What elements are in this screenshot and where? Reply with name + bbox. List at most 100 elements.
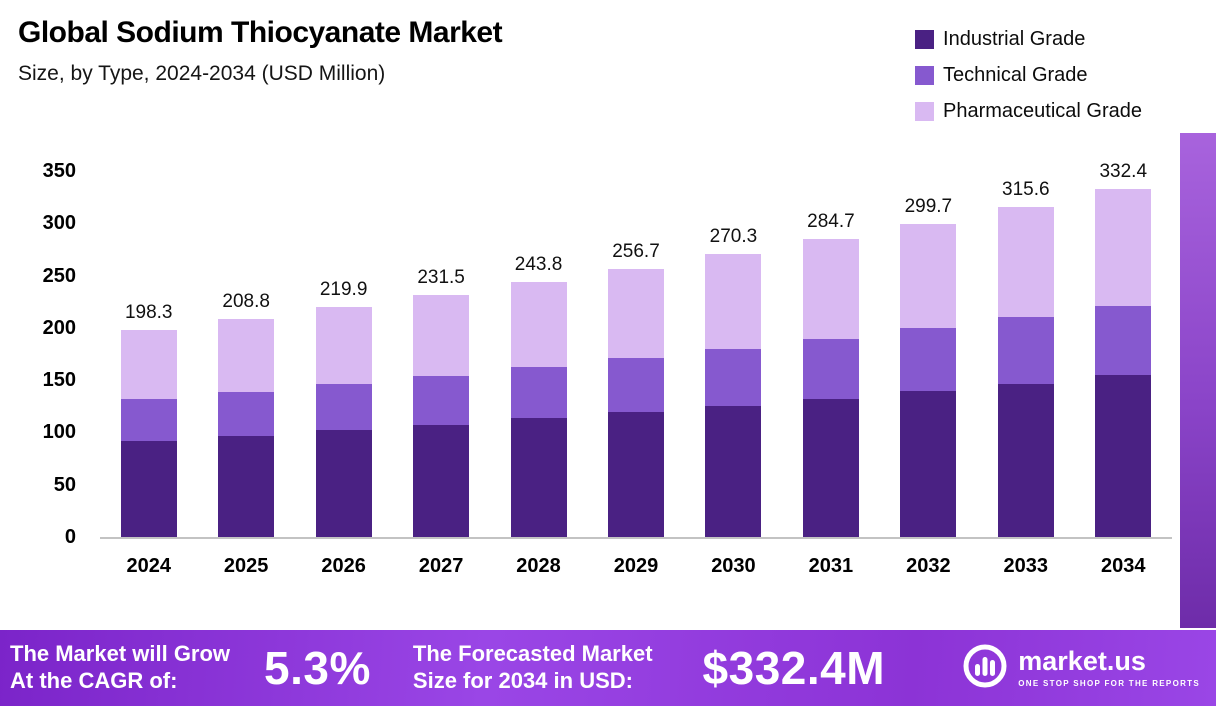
bar-total-label: 284.7 [807,211,855,233]
y-tick-label: 50 [53,473,76,496]
bar-column: 284.7 [782,171,879,537]
cagr-label: The Market will Grow At the CAGR of: [10,641,230,695]
forecast-label-line2: Size for 2034 in USD: [412,668,633,693]
y-tick-label: 250 [42,264,76,287]
bar-segment-technical-grade [607,358,664,413]
bar-segment-pharmaceutical-grade [120,329,177,400]
bar-total-label: 332.4 [1099,161,1148,183]
forecast-value: $332.4M [702,642,886,694]
bar-column: 299.7 [880,171,977,537]
x-axis-label: 2027 [418,555,464,577]
bar-segment-pharmaceutical-grade [218,318,275,392]
stacked-bar [1095,189,1152,537]
bar-total-label: 231.5 [417,267,465,288]
cagr-label-line1: The Market will Grow [10,641,231,667]
legend-label: Technical Grade [943,64,1088,86]
stacked-bar [997,207,1054,537]
stacked-bar [802,239,859,537]
legend: Industrial Grade Technical Grade Pharmaceu… [915,28,1142,123]
bar-segment-technical-grade [997,317,1054,384]
bar-total-label: 208.8 [222,290,270,312]
bar-column: 243.8 [490,171,587,537]
x-axis-label: 2034 [1101,555,1146,577]
legend-swatch-icon [915,30,935,49]
y-tick-label: 100 [42,421,76,444]
y-tick-label: 200 [42,316,76,339]
bar-segment-pharmaceutical-grade [997,207,1054,318]
stacked-bar [120,329,177,537]
y-axis: 0 50 100 150 200 250 300 350 [0,160,86,548]
stacked-bar [607,268,664,537]
x-axis-label: 2026 [321,555,366,577]
bar-total-label: 299.7 [904,195,953,217]
brand-tagline: ONE STOP SHOP FOR THE REPORTS [1018,679,1200,688]
bar-segment-pharmaceutical-grade [1095,189,1152,306]
x-axis-label: 2030 [711,555,756,577]
x-axis-label: 2032 [906,555,951,577]
bar-segment-industrial-grade [802,398,859,537]
bar-column: 219.9 [295,171,392,537]
stacked-bar [705,254,762,537]
bar-segment-pharmaceutical-grade [607,268,664,359]
bar-segment-industrial-grade [607,412,664,537]
bar-segment-industrial-grade [1095,375,1152,537]
bar-segment-pharmaceutical-grade [900,223,957,329]
x-axis: 2024 2025 2026 2027 2028 2029 2030 2031 2032 2033… [100,555,1172,578]
bar-segment-technical-grade [413,376,470,425]
bar-segment-technical-grade [802,338,859,399]
stacked-bar [510,282,567,537]
chart-header: Global Sodium Thiocyanate Market Size, b… [18,14,503,86]
legend-item: Industrial Grade [915,28,1142,51]
x-axis-label: 2029 [613,555,659,577]
bar-column: 231.5 [392,171,489,537]
bar-total-label: 219.9 [319,279,368,301]
page-subtitle: Size, by Type, 2024-2034 (USD Million) [18,61,386,85]
legend-label: Pharmaceutical Grade [943,100,1142,122]
bar-segment-industrial-grade [413,424,470,537]
bar-total-label: 243.8 [514,254,563,276]
bar-segment-technical-grade [900,328,957,392]
cagr-label-line2: At the CAGR of: [10,668,178,693]
bar-column: 198.3 [100,171,197,537]
x-axis-label: 2028 [516,555,561,577]
bar-segment-industrial-grade [510,418,567,537]
bar-total-label: 198.3 [124,301,173,323]
x-axis-label: 2031 [808,555,854,577]
bar-segment-technical-grade [120,399,177,441]
brand-name: market.us [1018,646,1146,676]
bar-segment-pharmaceutical-grade [315,307,372,384]
bar-segment-industrial-grade [900,391,957,537]
forecast-label-line1: The Forecasted Market [412,641,653,667]
legend-swatch-icon [915,66,935,85]
decorative-side-strip [1180,133,1216,628]
brand-text: market.us ONE STOP SHOP FOR THE REPORTS [1018,646,1200,689]
bar-column: 208.8 [197,171,294,537]
bar-segment-pharmaceutical-grade [510,282,567,368]
brand-block: market.us ONE STOP SHOP FOR THE REPORTS [962,643,1200,694]
page-title: Global Sodium Thiocyanate Market [18,16,503,49]
bar-segment-industrial-grade [315,430,372,537]
x-axis-label: 2033 [1003,555,1049,577]
bar-column: 315.6 [977,171,1074,537]
y-tick-label: 350 [42,160,76,182]
bar-segment-pharmaceutical-grade [413,295,470,376]
bar-segment-industrial-grade [997,383,1054,537]
bar-segment-technical-grade [315,383,372,430]
stacked-bar [315,307,372,537]
bar-segment-technical-grade [705,348,762,406]
bar-segment-pharmaceutical-grade [802,239,859,339]
x-axis-label: 2025 [223,555,269,577]
bar-total-label: 315.6 [1002,179,1050,201]
stacked-bar [900,223,957,537]
bar-segment-industrial-grade [218,435,275,537]
legend-item: Pharmaceutical Grade [915,100,1142,123]
legend-label: Industrial Grade [943,28,1086,50]
legend-swatch-icon [915,102,935,121]
forecast-label: The Forecasted Market Size for 2034 in U… [413,641,653,695]
cagr-value: 5.3% [264,642,371,694]
bar-column: 332.4 [1075,161,1172,537]
stacked-bar [413,295,470,537]
bar-segment-technical-grade [510,367,567,419]
stacked-bar [218,318,275,537]
